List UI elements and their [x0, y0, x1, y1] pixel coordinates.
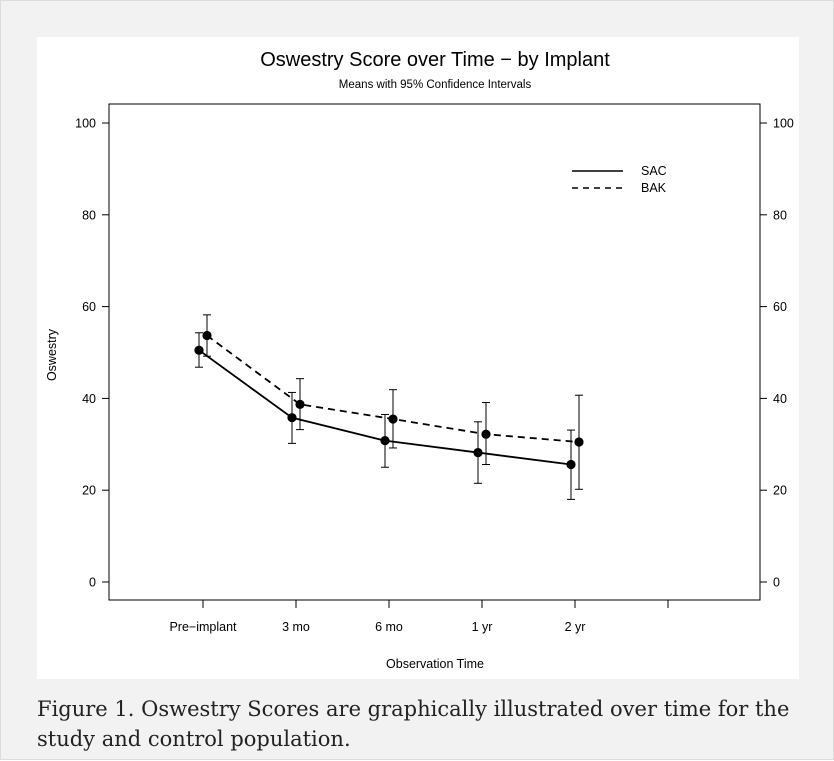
data-point-sac: [194, 345, 204, 355]
y-tick-label-right: 20: [773, 484, 787, 498]
figure-caption: Figure 1. Oswestry Scores are graphicall…: [37, 697, 790, 751]
x-tick-label: Pre−implant: [169, 620, 237, 634]
y-tick-label-right: 40: [773, 392, 787, 406]
data-point-sac: [380, 436, 390, 446]
series-layer: [194, 314, 584, 500]
x-tick-label: 1 yr: [472, 620, 493, 634]
data-point-bak: [481, 429, 491, 439]
x-tick-label: 3 mo: [282, 620, 310, 634]
y-tick-label-left: 60: [82, 300, 96, 314]
y-axis-label: Oswestry: [45, 328, 59, 381]
legend: SAC BAK: [572, 164, 667, 195]
chart-subtitle: Means with 95% Confidence Intervals: [339, 79, 532, 91]
y-tick-label-right: 60: [773, 300, 787, 314]
y-tick-label-left: 100: [75, 117, 96, 131]
plot-frame: [108, 103, 761, 601]
chart-title: Oswestry Score over Time − by Implant: [260, 49, 610, 71]
legend-label-bak: BAK: [641, 181, 667, 195]
y-tick-label-right: 100: [773, 117, 794, 131]
y-tick-label-right: 0: [773, 576, 780, 590]
y-tick-label-right: 80: [773, 208, 787, 222]
data-point-sac: [473, 447, 483, 458]
x-tick-label: 2 yr: [565, 620, 586, 634]
data-point-bak: [295, 399, 305, 409]
y-tick-label-left: 20: [82, 484, 96, 498]
x-axis: Pre−implant 3 mo 6 mo 1 yr 2 yr: [169, 600, 669, 634]
y-tick-label-left: 80: [82, 208, 96, 222]
y-tick-label-left: 0: [89, 576, 96, 590]
legend-label-sac: SAC: [641, 164, 667, 178]
data-point-bak: [574, 437, 584, 447]
y-axis-right: 0 20 40 60 80 100: [760, 117, 794, 590]
x-axis-label: Observation Time: [386, 657, 484, 671]
y-tick-label-left: 40: [82, 392, 96, 406]
y-axis-left: 0 20 40 60 80 100: [75, 117, 109, 590]
data-point-sac: [566, 459, 576, 470]
data-point-bak: [388, 414, 398, 424]
data-point-sac: [287, 413, 297, 423]
data-point-bak: [202, 330, 212, 341]
chart-panel: [37, 37, 799, 679]
x-tick-label: 6 mo: [375, 620, 403, 634]
